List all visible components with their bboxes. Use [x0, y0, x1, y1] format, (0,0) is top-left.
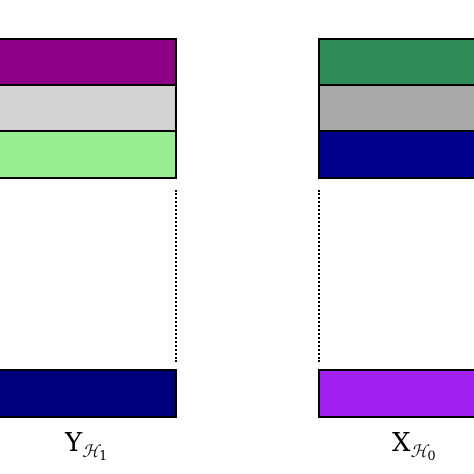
right-row-3 — [318, 130, 474, 179]
left-row-3 — [0, 130, 177, 179]
right-label-base: X — [392, 428, 411, 458]
right-row-last — [318, 369, 474, 418]
left-row-2 — [0, 84, 177, 132]
left-row-1 — [0, 38, 177, 86]
right-label-sub: ℋ — [410, 442, 428, 462]
left-ellipsis-dots — [175, 190, 177, 362]
left-label-index: 1 — [98, 449, 108, 464]
right-row-1 — [318, 38, 474, 86]
right-ellipsis-dots — [318, 190, 320, 362]
left-label-sub: ℋ — [82, 442, 99, 462]
right-label-index: 0 — [427, 449, 436, 464]
right-column-label: Xℋ0 — [392, 428, 436, 463]
left-column-label: Yℋ1 — [65, 428, 107, 463]
left-label-base: Y — [65, 428, 83, 458]
left-row-last — [0, 369, 177, 418]
right-row-2 — [318, 84, 474, 132]
